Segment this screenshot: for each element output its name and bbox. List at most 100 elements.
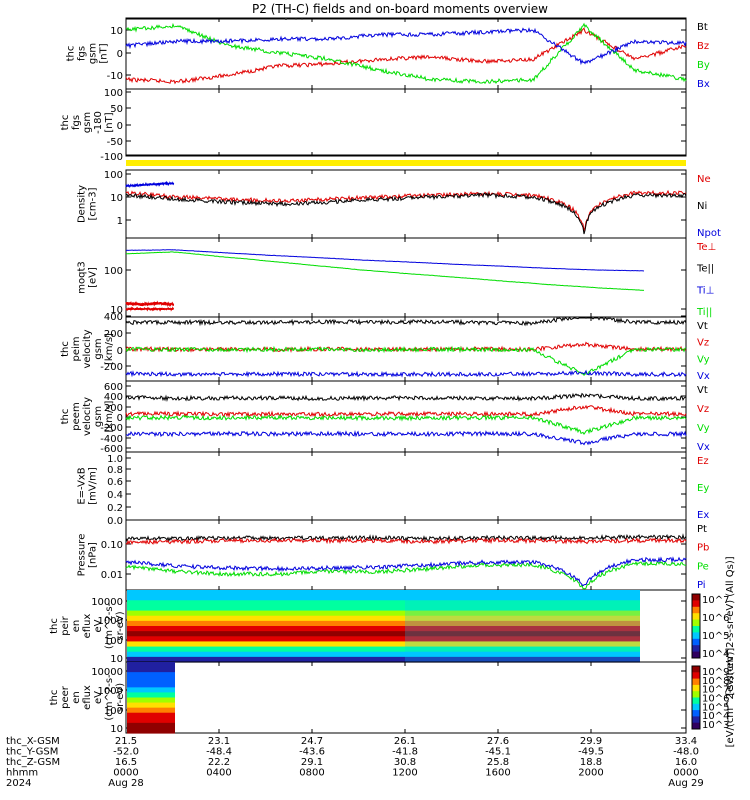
series-Pi-line — [125, 556, 687, 587]
panel-4-ylabel: peim — [71, 336, 82, 361]
series-Pt-line — [125, 533, 687, 542]
colorbar-tick-label: 10^7 — [702, 685, 729, 696]
panel-7-frame — [125, 519, 687, 591]
legend-Vx: Vx — [697, 371, 710, 382]
spectrogram-band — [127, 620, 640, 627]
y-tick-label: 100 — [104, 266, 123, 277]
colorbar-segment — [692, 632, 700, 640]
spectrogram-band — [127, 610, 640, 617]
y-tick-label: -100 — [100, 152, 123, 163]
panel-5-frame — [125, 380, 687, 453]
spectrogram-band — [127, 707, 175, 714]
colorbar-tick-label: 10^4 — [702, 649, 729, 660]
y-tick-label: 10 — [110, 193, 123, 204]
panel-5-ylabel: gsm — [93, 406, 104, 427]
y-tick-label: 0.2 — [107, 503, 123, 514]
panel-3-ylabel: moqt3 — [77, 261, 88, 294]
legend-Te⊥: Te⊥ — [696, 242, 716, 253]
colorbar-frame — [691, 665, 701, 730]
colorbar-tick-label: 10^6 — [702, 613, 729, 624]
panel-5-ylabel: peem — [71, 402, 82, 430]
panel-5-ylabel: thc — [60, 409, 71, 425]
panel-1-ylabel: thc — [60, 115, 71, 131]
colorbar-segment — [692, 666, 700, 673]
panel-4-ylabel: thc — [60, 341, 71, 357]
y-tick-label: -200 — [100, 362, 123, 373]
panel-1-ylabel: gsm — [82, 112, 93, 133]
colorbar-tick-label: 10^6 — [702, 694, 729, 705]
y-tick-label: 50 — [110, 104, 123, 115]
colorbar-tick-label: 10^9 — [702, 667, 729, 678]
legend-Te||: Te|| — [696, 264, 714, 275]
legend-Bx: Bx — [697, 79, 710, 90]
xaxis-row-value: -48.4 — [206, 747, 232, 758]
xaxis-row-value: 29.9 — [580, 736, 602, 747]
xaxis-row-value: 29.1 — [301, 757, 323, 768]
legend-Bt: Bt — [697, 22, 708, 33]
chart-title: P2 (TH-C) fields and on-board moments ov… — [252, 2, 548, 16]
panel-9-ylabel: thc — [49, 690, 60, 706]
panel-3-ylabel: [eV] — [88, 267, 99, 288]
y-tick-label: 10 — [110, 26, 123, 37]
y-tick-label: -10 — [107, 71, 123, 82]
xaxis-row-value: 27.6 — [487, 736, 509, 747]
spectrogram-band — [127, 687, 175, 694]
panel-8-ylabel: thc — [49, 618, 60, 634]
series-Te⊥-line — [125, 306, 175, 312]
xaxis-row-value: 0000 — [113, 768, 138, 779]
legend-Vy: Vy — [697, 423, 710, 434]
y-tick-label: -50 — [107, 137, 123, 148]
y-tick-label: 0 — [117, 49, 123, 60]
colorbar-segment — [692, 626, 700, 633]
panel-7-ylabel: Pressure — [77, 534, 88, 577]
series-Ni-line — [125, 192, 687, 235]
colorbar-segment — [692, 716, 700, 724]
spectrogram-band — [127, 727, 175, 734]
xaxis-row-value: 23.1 — [208, 736, 230, 747]
panel-7-ylabel: [nPa] — [88, 542, 99, 568]
xaxis-row-value: -41.8 — [392, 747, 418, 758]
y-tick-label: 0.6 — [107, 477, 123, 488]
status-bar — [126, 160, 686, 166]
panel-8-ylabel: eflux — [82, 614, 93, 639]
colorbar-segment — [692, 697, 700, 705]
y-tick-label: 100 — [104, 88, 123, 99]
panel-1-ylabel: [nT] — [104, 112, 115, 132]
y-tick-label: 10000 — [91, 597, 123, 608]
panel-9-ylabel: peer — [60, 685, 71, 709]
xaxis-row-value: 26.1 — [394, 736, 416, 747]
spectrogram-band — [127, 615, 640, 622]
legend-Vt: Vt — [697, 385, 708, 396]
xaxis-row-label: thc_X-GSM — [6, 736, 60, 747]
panel-9-ylabel: sr-eV) — [115, 683, 126, 712]
series-Vy-line — [125, 345, 687, 376]
y-tick-label: 0.8 — [107, 465, 123, 476]
series-Bz-line — [125, 27, 687, 85]
legend-Vz: Vz — [697, 404, 709, 415]
panel-9-ylabel: en — [71, 691, 82, 704]
panel-9-frame — [125, 661, 687, 734]
colorbar-segment — [692, 638, 700, 646]
spectrogram-band — [127, 590, 640, 596]
series-Npot-line — [125, 180, 175, 189]
series-By-line — [125, 22, 687, 85]
colorbar-segment — [692, 645, 700, 653]
panel-2-ylabel: Density — [77, 185, 88, 223]
colorbar-segment — [692, 619, 700, 627]
series-Ne-line — [125, 189, 687, 233]
xaxis-row-value: 30.8 — [394, 757, 416, 768]
y-tick-label: 0.4 — [107, 490, 123, 501]
colorbar-tick-label: 10^3 — [702, 720, 729, 731]
series-Te⊥-line — [125, 300, 175, 308]
legend-Ni: Ni — [697, 201, 707, 212]
panel-1-frame — [125, 88, 687, 157]
colorbar-segment — [692, 678, 700, 686]
panel-8-ylabel: sr-eV) — [115, 611, 126, 640]
y-tick-label: 400 — [104, 312, 123, 323]
colorbar-segment — [692, 613, 700, 621]
colorbar-tick-label: 10^5 — [702, 631, 729, 642]
y-tick-label: 0.0 — [107, 516, 123, 527]
legend-Pt: Pt — [697, 524, 707, 535]
series-Pb-line — [125, 537, 687, 546]
series-Vx-line — [125, 369, 687, 378]
